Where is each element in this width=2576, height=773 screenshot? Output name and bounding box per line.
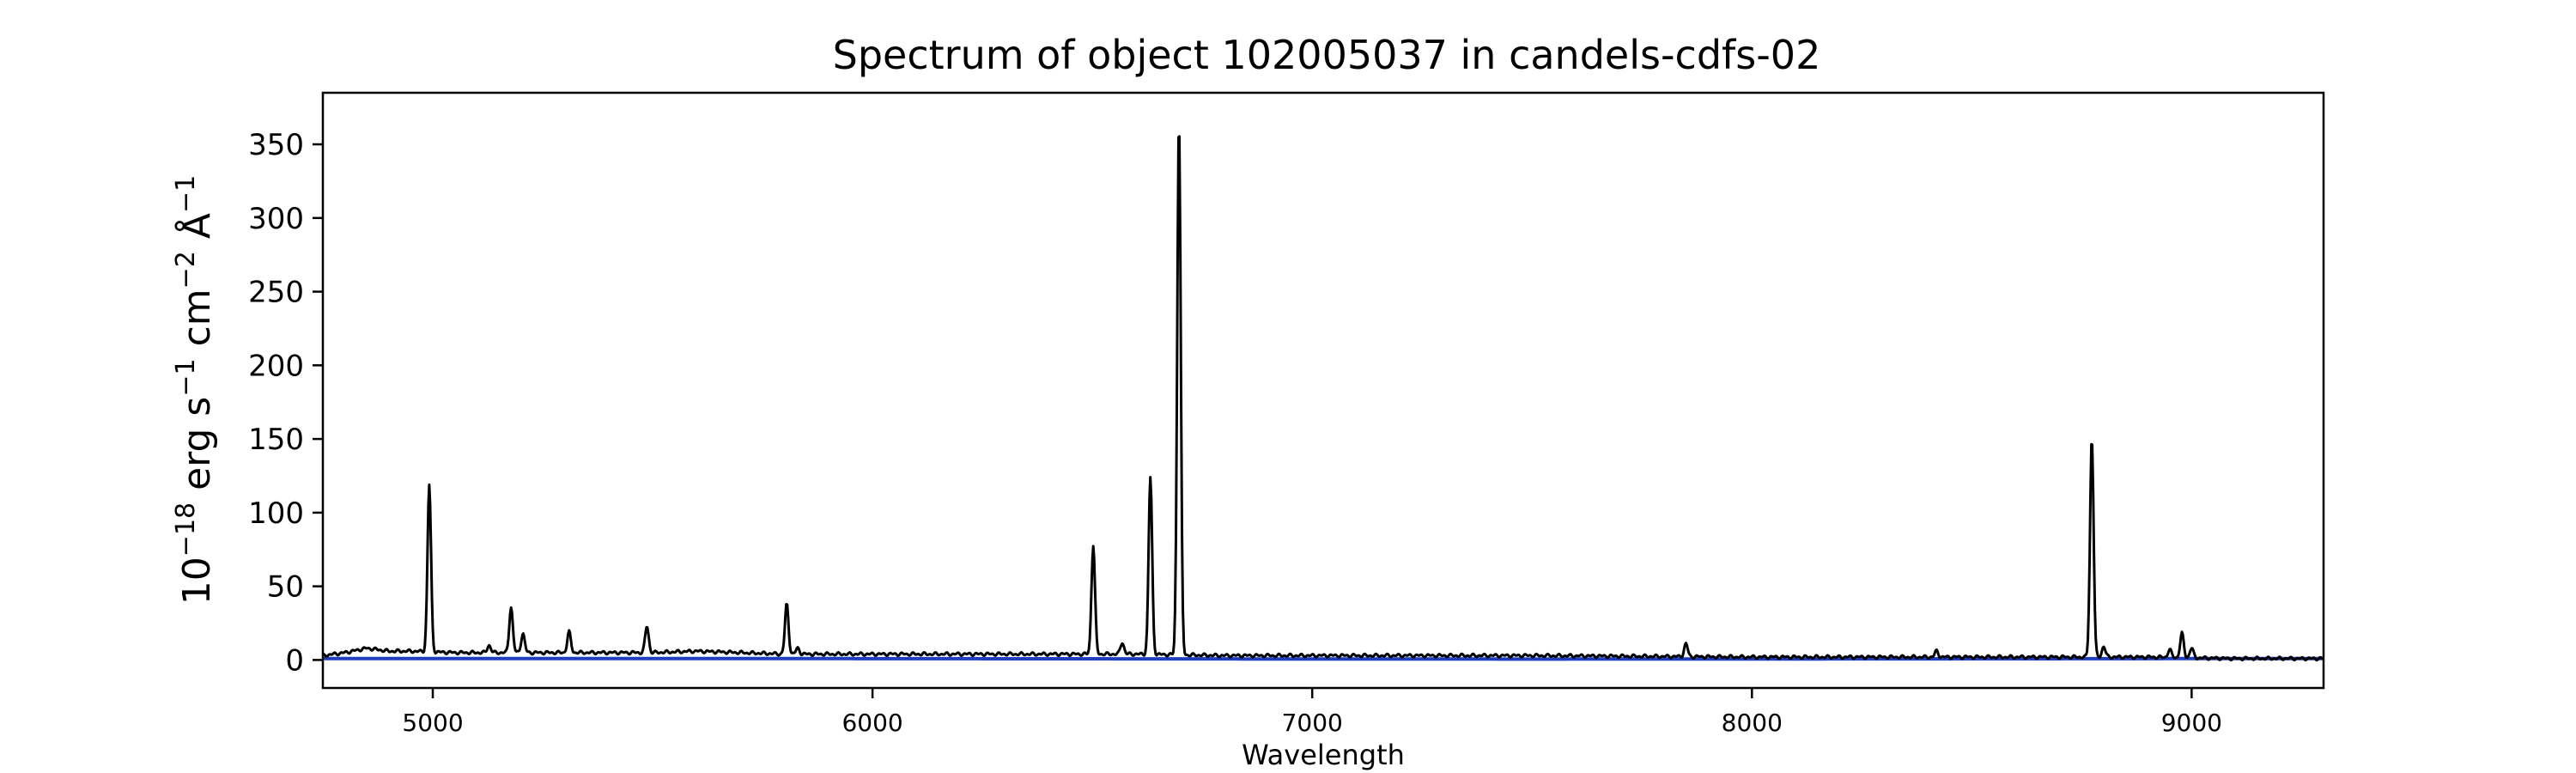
x-tick-label: 8000 xyxy=(1722,709,1783,737)
y-label-unit: cm xyxy=(175,289,219,358)
y-tick-label: 300 xyxy=(248,202,304,236)
y-label-exp: −2 xyxy=(171,251,201,289)
y-label-base: 10 xyxy=(175,557,219,605)
plot-area xyxy=(323,93,2324,688)
y-label-unit: erg s xyxy=(175,397,219,502)
y-tick-label: 200 xyxy=(248,349,304,383)
y-label-unit: Å xyxy=(173,213,219,251)
y-axis-label: 10−18 erg s−1 cm−2 Å−1 xyxy=(171,175,219,605)
x-axis-label: Wavelength xyxy=(1242,739,1405,771)
y-tick-label: 0 xyxy=(285,643,304,678)
y-label-exp: −1 xyxy=(171,358,201,396)
x-tick-label: 7000 xyxy=(1282,709,1343,737)
flux-spectrum-line xyxy=(322,135,2324,662)
y-tick-label: 250 xyxy=(248,276,304,310)
chart-title: Spectrum of object 102005037 in candels-… xyxy=(833,32,1821,78)
y-tick-label: 350 xyxy=(248,128,304,162)
plot-frame xyxy=(321,91,2325,690)
x-tick-label: 5000 xyxy=(402,709,463,737)
error-spectrum-line xyxy=(323,656,2324,661)
y-label-exp: −18 xyxy=(171,502,201,557)
series-layer xyxy=(322,135,2324,662)
x-tick-label: 9000 xyxy=(2161,709,2222,737)
y-label-exp: −1 xyxy=(171,175,201,213)
x-tick-label: 6000 xyxy=(841,709,902,737)
y-tick-label: 50 xyxy=(267,570,304,605)
y-tick-label: 100 xyxy=(248,496,304,531)
y-axis: 0 50 100 150 200 250 300 350 xyxy=(248,128,323,678)
x-axis: 5000 6000 7000 8000 9000 xyxy=(402,688,2222,737)
y-tick-label: 150 xyxy=(248,423,304,457)
